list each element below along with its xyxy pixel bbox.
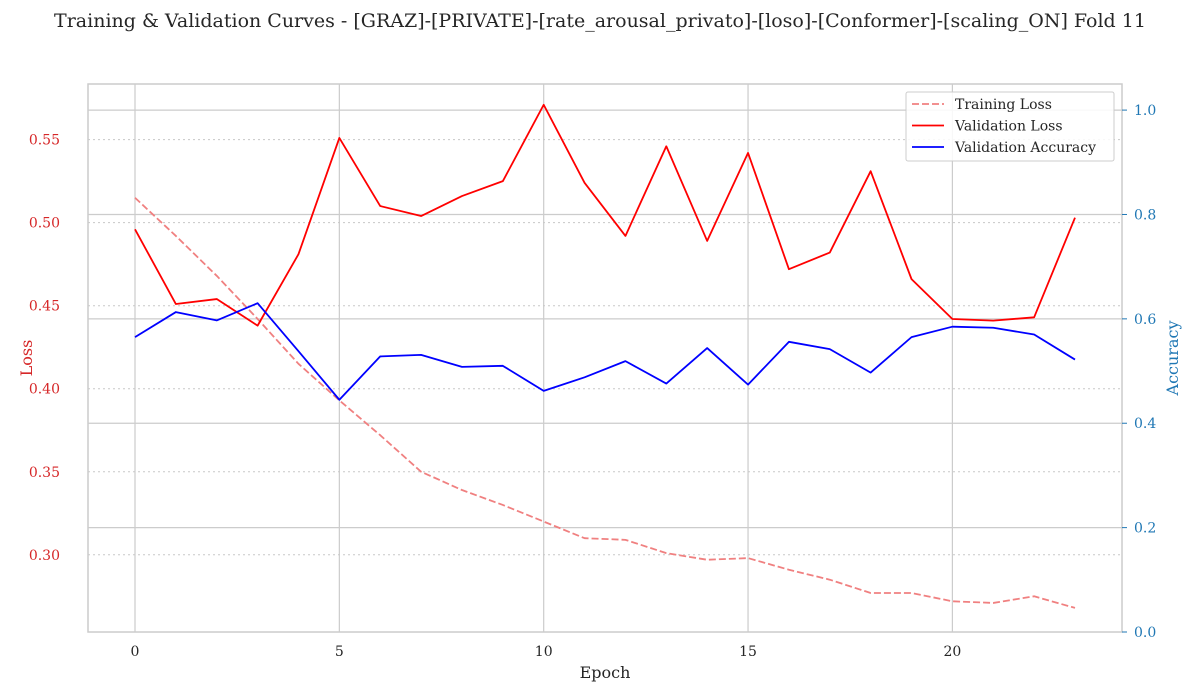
legend-label-validation-accuracy: Validation Accuracy	[954, 140, 1096, 156]
axis-layer: 0 5 10 15 20 0.0 0.2 0.4 0.6 0.8 1.0 0.30 0.35 0.40 0.…	[17, 103, 1182, 682]
y-right-tick-label: 1.0	[1134, 103, 1156, 119]
y-left-tick-label: 0.55	[29, 133, 60, 149]
y-right-axis-label: Accuracy	[1163, 321, 1182, 397]
y-right-tick-label: 0.4	[1134, 416, 1156, 432]
y-left-tick-label: 0.50	[29, 216, 60, 232]
legend-label-training-loss: Training Loss	[955, 97, 1052, 113]
x-tick-label: 0	[131, 644, 140, 660]
series-layer	[134, 103, 1076, 609]
x-axis-label: Epoch	[580, 663, 631, 682]
legend-label-validation-loss: Validation Loss	[954, 119, 1063, 135]
y-left-tick-label: 0.35	[29, 465, 60, 481]
x-tick-label: 5	[335, 644, 344, 660]
legend: Training Loss Validation Loss Validation A…	[905, 91, 1115, 162]
chart-title: Training & Validation Curves - [GRAZ]-[P…	[54, 10, 1146, 32]
y-left-axis-label: Loss	[17, 340, 36, 377]
plot-frame	[87, 83, 1123, 633]
y-right-tick-label: 0.6	[1134, 312, 1156, 328]
y-left-tick-label: 0.40	[29, 382, 60, 398]
training-loss-line	[134, 197, 1076, 609]
legend-box	[905, 91, 1115, 162]
validation-accuracy-line	[134, 302, 1076, 401]
x-tick-label: 20	[943, 644, 961, 660]
y-left-tick-label: 0.30	[29, 548, 60, 564]
validation-loss-line	[134, 103, 1076, 327]
y-right-tick-label: 0.0	[1134, 625, 1156, 641]
y-right-tick-label: 0.8	[1134, 207, 1156, 223]
y-left-tick-label: 0.45	[29, 299, 60, 315]
grid-layer	[88, 84, 1122, 632]
x-tick-label: 10	[535, 644, 553, 660]
y-right-tick-label: 0.2	[1134, 521, 1156, 537]
x-tick-label: 15	[739, 644, 757, 660]
